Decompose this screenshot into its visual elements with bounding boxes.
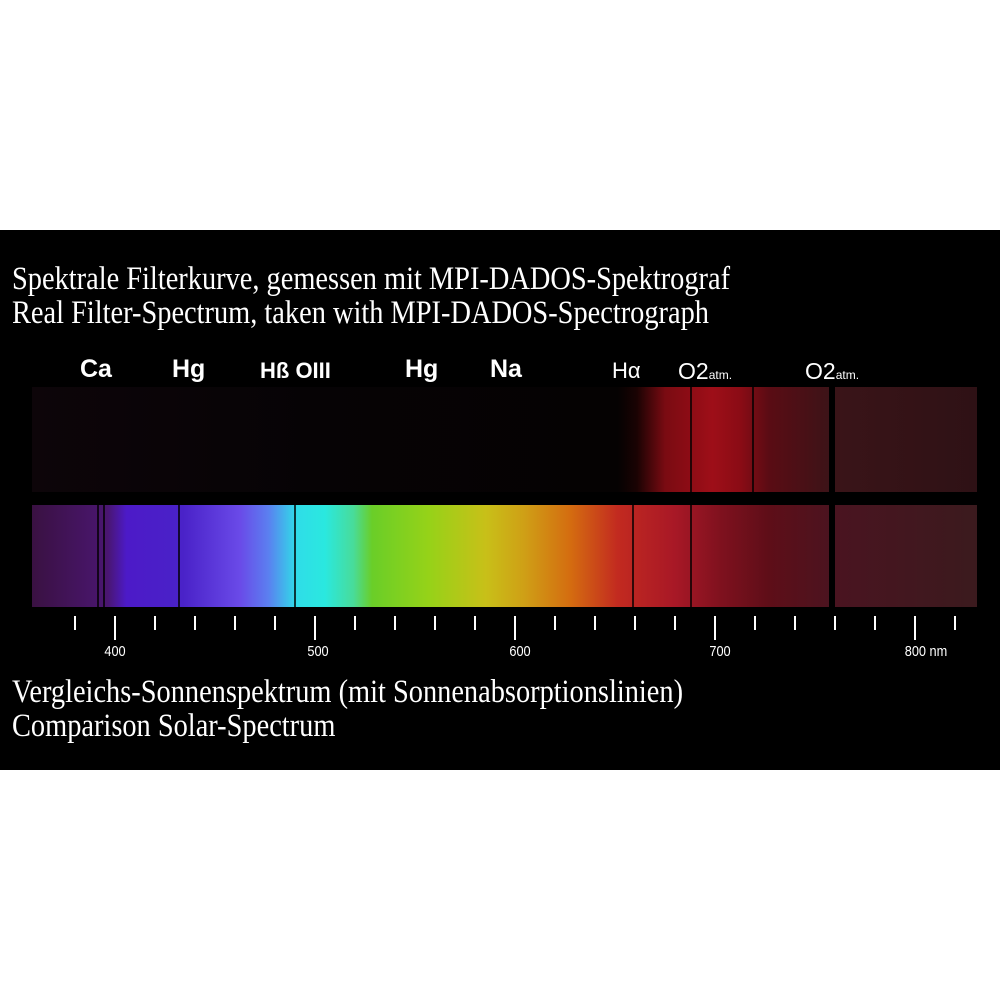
o2-text: O2 xyxy=(678,358,709,384)
line-label-hg: Hg xyxy=(172,355,206,383)
title-german: Spektrale Filterkurve, gemessen mit MPI-… xyxy=(12,261,731,297)
tick-780 xyxy=(874,616,876,630)
tick-460 xyxy=(234,616,236,630)
tick-700 xyxy=(714,616,716,640)
absorption-line xyxy=(829,387,835,492)
absorption-line xyxy=(103,505,105,607)
caption-german: Vergleichs-Sonnenspektrum (mit Sonnenabs… xyxy=(12,674,684,710)
tick-620 xyxy=(554,616,556,630)
tick-label-800: 800 nm xyxy=(904,643,948,660)
absorption-line xyxy=(829,505,835,607)
tick-440 xyxy=(194,616,196,630)
tick-label-700: 700 xyxy=(709,643,731,660)
image-panel xyxy=(0,230,1000,770)
tick-820 xyxy=(954,616,956,630)
tick-680 xyxy=(674,616,676,630)
tick-480 xyxy=(274,616,276,630)
tick-label-400: 400 xyxy=(104,643,126,660)
tick-580 xyxy=(474,616,476,630)
line-label-ca: Ca xyxy=(80,355,112,383)
absorption-line xyxy=(97,505,99,607)
tick-800 xyxy=(914,616,916,640)
tick-760 xyxy=(834,616,836,630)
o2-sub: atm. xyxy=(835,368,860,382)
tick-500 xyxy=(314,616,316,640)
line-label-hg-2: Hg xyxy=(405,355,439,383)
tick-660 xyxy=(634,616,636,630)
tick-540 xyxy=(394,616,396,630)
absorption-line xyxy=(178,505,180,607)
tick-400 xyxy=(114,616,116,640)
absorption-line xyxy=(294,505,296,607)
filter-spectrum xyxy=(32,387,977,492)
tick-560 xyxy=(434,616,436,630)
line-label-na: Na xyxy=(490,355,522,383)
tick-label-600: 600 xyxy=(509,643,531,660)
tick-740 xyxy=(794,616,796,630)
absorption-line xyxy=(690,505,692,607)
absorption-line xyxy=(752,387,754,492)
o2-text: O2 xyxy=(805,358,836,384)
tick-380 xyxy=(74,616,76,630)
solar-spectrum xyxy=(32,505,977,607)
line-label-halpha: Hα xyxy=(612,358,641,383)
line-label-o2-2: O2atm. xyxy=(805,358,859,385)
tick-600 xyxy=(514,616,516,640)
absorption-line xyxy=(632,505,634,607)
absorption-line xyxy=(690,387,692,492)
tick-420 xyxy=(154,616,156,630)
tick-520 xyxy=(354,616,356,630)
tick-720 xyxy=(754,616,756,630)
title-english: Real Filter-Spectrum, taken with MPI-DAD… xyxy=(12,295,709,331)
line-label-o2-1: O2atm. xyxy=(678,358,732,385)
tick-label-500: 500 xyxy=(307,643,329,660)
caption-english: Comparison Solar-Spectrum xyxy=(12,708,336,744)
o2-sub: atm. xyxy=(708,368,733,382)
tick-640 xyxy=(594,616,596,630)
line-label-hb-oiii: Hß OIII xyxy=(260,358,331,383)
